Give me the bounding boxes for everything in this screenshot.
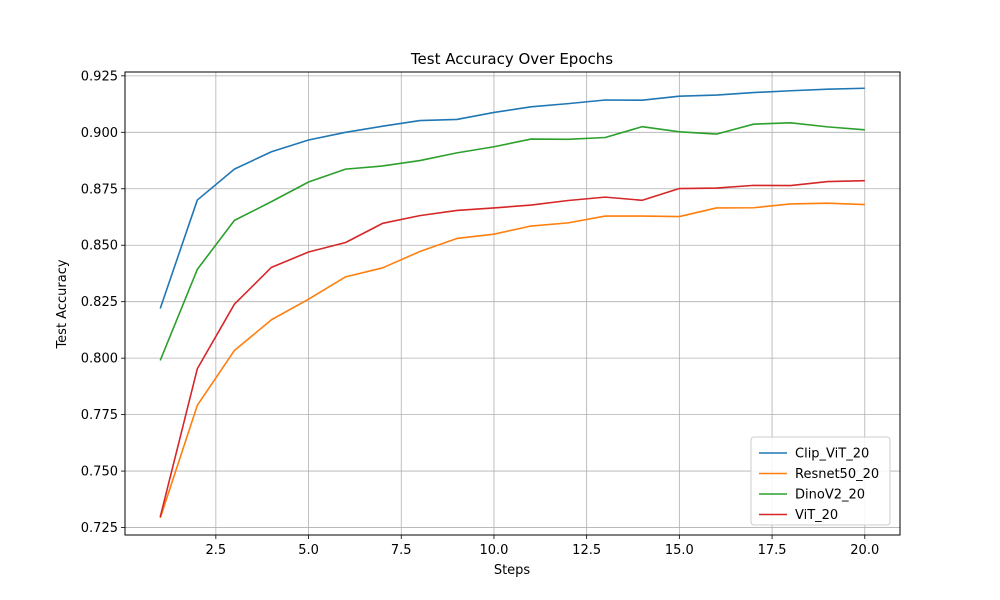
x-tick-label: 2.5 (206, 543, 227, 558)
y-tick-label: 0.750 (81, 465, 118, 480)
plot-area-frame (124, 71, 901, 536)
x-tick-label: 10.0 (479, 543, 508, 558)
x-tick-label: 15.0 (665, 543, 694, 558)
x-tick-label: 7.5 (391, 543, 412, 558)
x-tick-label: 5.0 (298, 543, 319, 558)
legend-label: DinoV2_20 (795, 488, 865, 503)
axis-ticks: 2.5 5.0 7.5 10.0 12.5 15.0 17.5 20.0 0.725 0.750 0… (81, 69, 879, 558)
y-tick-label: 0.925 (81, 69, 118, 84)
legend-label: ViT_20 (795, 508, 838, 523)
y-tick-label: 0.775 (81, 408, 118, 423)
legend: Clip_ViT_20 Resnet50_20 DinoV2_20 ViT_20 (750, 436, 891, 526)
series-line-resnet50-20 (159, 202, 865, 519)
legend-label: Clip_ViT_20 (795, 447, 869, 462)
x-tick-label: 17.5 (758, 543, 787, 558)
y-tick-label: 0.900 (81, 126, 118, 141)
x-axis-label: Steps (494, 563, 531, 578)
y-axis-label: Test Accuracy (55, 259, 70, 349)
series-lines (159, 87, 865, 519)
y-tick-label: 0.875 (81, 182, 118, 197)
series-line-vit-20 (159, 179, 865, 518)
legend-label: Resnet50_20 (795, 467, 879, 482)
y-tick-label: 0.800 (81, 352, 118, 367)
y-tick-label: 0.825 (81, 295, 118, 310)
x-tick-label: 20.0 (850, 543, 879, 558)
series-line-dinov2-20 (159, 122, 865, 361)
y-tick-label: 0.725 (81, 521, 118, 536)
grid-lines (125, 72, 900, 535)
series-line-clip-vit-20 (159, 87, 865, 309)
x-tick-label: 12.5 (572, 543, 601, 558)
legend-box (750, 436, 891, 526)
chart-title: Test Accuracy Over Epochs (410, 50, 613, 68)
y-tick-label: 0.850 (81, 239, 118, 254)
